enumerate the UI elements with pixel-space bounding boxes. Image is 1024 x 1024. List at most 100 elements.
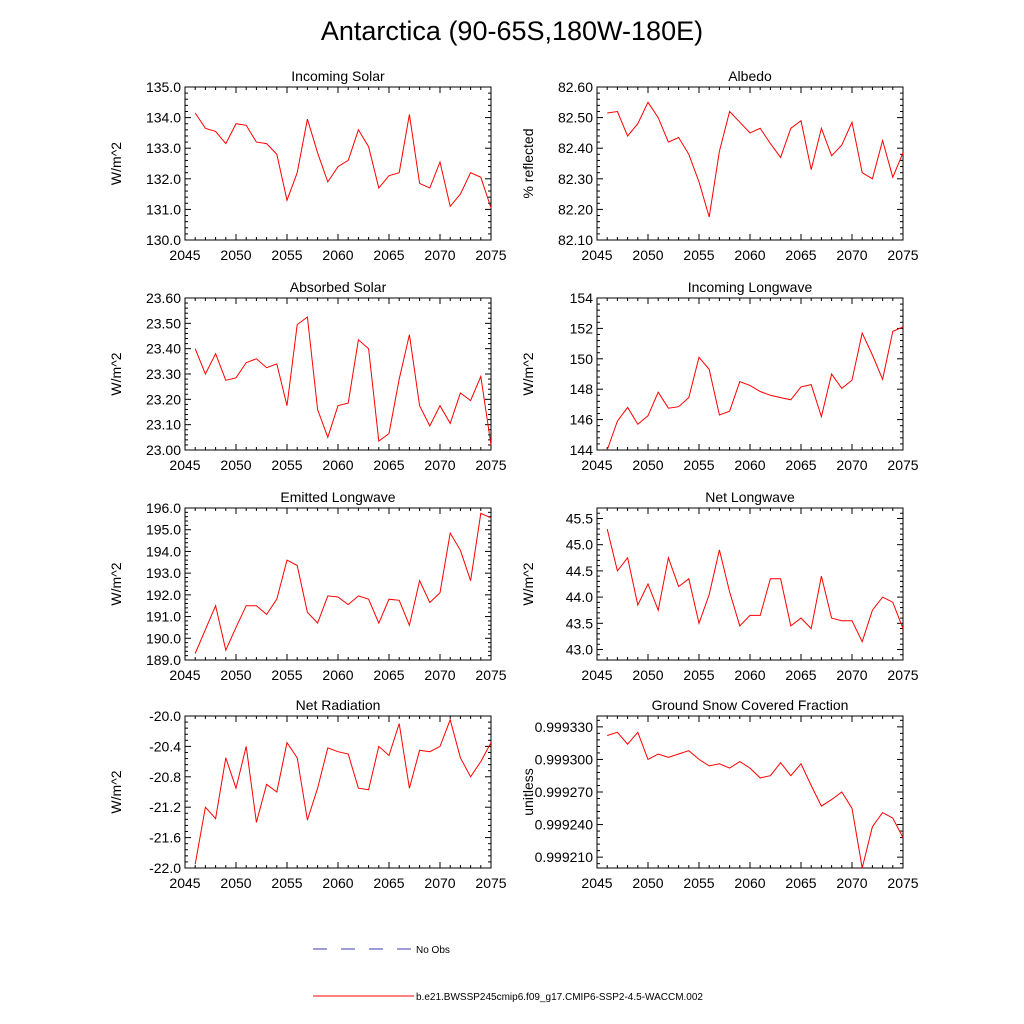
x-tick-label: 2075 — [887, 457, 918, 473]
y-tick-label: 152 — [570, 320, 594, 336]
x-tick-label: 2075 — [475, 247, 506, 263]
y-tick-label: -22.0 — [149, 860, 181, 876]
y-tick-label: 134.0 — [146, 110, 181, 126]
y-tick-label: 82.50 — [558, 110, 593, 126]
x-tick-label: 2070 — [836, 247, 867, 263]
y-tick-label: -20.8 — [149, 769, 181, 785]
y-tick-label: 0.999300 — [535, 751, 594, 767]
panel-title: Ground Snow Covered Fraction — [652, 697, 849, 713]
y-axis-label: W/m^2 — [108, 562, 124, 605]
panel-title: Incoming Longwave — [688, 279, 813, 295]
x-tick-label: 2060 — [322, 875, 353, 891]
x-tick-label: 2055 — [271, 875, 302, 891]
y-tick-label: 146 — [570, 412, 594, 428]
y-axis-label: W/m^2 — [520, 352, 536, 395]
legend: No Obs b.e21.BWSSP245cmip6.f09_g17.CMIP6… — [313, 945, 703, 1003]
x-tick-label: 2045 — [169, 875, 200, 891]
y-tick-label: 148 — [570, 381, 594, 397]
y-tick-label: 192.0 — [146, 587, 181, 603]
y-tick-label: 23.20 — [146, 391, 181, 407]
y-tick-label: 23.50 — [146, 315, 181, 331]
plot-frame — [184, 715, 492, 869]
y-tick-label: 23.40 — [146, 341, 181, 357]
x-tick-label: 2045 — [169, 247, 200, 263]
y-axis-label: W/m^2 — [108, 142, 124, 185]
y-tick-label: 190.0 — [146, 630, 181, 646]
x-tick-label: 2060 — [322, 667, 353, 683]
y-tick-label: 0.999210 — [535, 849, 594, 865]
x-tick-label: 2055 — [271, 247, 302, 263]
plot-frame — [596, 297, 904, 451]
panel-net-radiation: Net Radiation W/m^2 2045 2050 2055 2060 2065 20… — [108, 697, 507, 891]
y-tick-label: 45.0 — [566, 537, 593, 553]
y-tick-label: 135.0 — [146, 79, 181, 95]
y-tick-label: 44.5 — [566, 563, 593, 579]
y-axis-label: W/m^2 — [108, 352, 124, 395]
x-tick-label: 2075 — [475, 875, 506, 891]
x-tick-label: 2075 — [887, 667, 918, 683]
series-line-ground-snow-covered-fraction — [607, 731, 904, 869]
y-tick-label: 23.60 — [146, 290, 181, 306]
x-tick-label: 2050 — [632, 875, 663, 891]
y-tick-label: 0.999270 — [535, 784, 594, 800]
y-tick-label: 82.20 — [558, 201, 593, 217]
panel-emitted-longwave: Emitted Longwave W/m^2 2045 2050 2055 2060 206… — [108, 489, 507, 683]
y-tick-label: 193.0 — [146, 565, 181, 581]
x-tick-label: 2055 — [683, 457, 714, 473]
plot-frame — [184, 507, 492, 661]
legend-obs-label: No Obs — [416, 945, 450, 956]
x-tick-label: 2045 — [581, 457, 612, 473]
y-tick-label: 150 — [570, 351, 594, 367]
x-tick-label: 2070 — [836, 457, 867, 473]
x-tick-label: 2060 — [322, 247, 353, 263]
y-tick-label: 191.0 — [146, 609, 181, 625]
x-tick-label: 2055 — [683, 667, 714, 683]
x-tick-label: 2055 — [683, 875, 714, 891]
panel-title: Net Longwave — [705, 489, 795, 505]
x-tick-label: 2065 — [785, 247, 816, 263]
y-tick-label: -20.0 — [149, 708, 181, 724]
x-tick-label: 2065 — [373, 457, 404, 473]
y-tick-label: 133.0 — [146, 140, 181, 156]
y-tick-label: 23.00 — [146, 442, 181, 458]
x-tick-label: 2055 — [683, 247, 714, 263]
panel-absorbed-solar: Absorbed Solar W/m^2 2045 2050 2055 2060 2065 2… — [108, 279, 507, 473]
y-tick-label: 132.0 — [146, 171, 181, 187]
x-tick-label: 2065 — [373, 247, 404, 263]
x-tick-label: 2060 — [734, 247, 765, 263]
y-tick-label: -21.6 — [149, 830, 181, 846]
x-tick-label: 2070 — [424, 667, 455, 683]
y-tick-label: 130.0 — [146, 232, 181, 248]
y-tick-label: 44.0 — [566, 589, 593, 605]
panel-title: Albedo — [728, 68, 772, 84]
x-tick-label: 2045 — [581, 875, 612, 891]
y-axis-label: % reflected — [520, 128, 536, 198]
series-line-net-longwave — [606, 528, 904, 644]
x-tick-label: 2065 — [785, 457, 816, 473]
y-tick-label: 43.5 — [566, 615, 593, 631]
y-tick-label: 196.0 — [146, 500, 181, 516]
y-tick-label: -21.2 — [149, 799, 181, 815]
x-tick-label: 2050 — [220, 667, 251, 683]
y-tick-label: 82.60 — [558, 79, 593, 95]
y-tick-label: 154 — [570, 290, 594, 306]
x-tick-label: 2070 — [836, 667, 867, 683]
plot-frame — [184, 86, 492, 241]
x-tick-label: 2050 — [632, 247, 663, 263]
plot-frame — [596, 86, 904, 241]
x-tick-label: 2070 — [836, 875, 867, 891]
y-tick-label: 82.40 — [558, 140, 593, 156]
series-line-emitted-longwave — [194, 512, 492, 654]
x-tick-label: 2060 — [734, 667, 765, 683]
x-tick-label: 2060 — [734, 875, 765, 891]
panel-incoming-solar: Incoming Solar W/m^2 2045 2050 2055 2060 2065 2… — [108, 68, 507, 263]
y-tick-label: 131.0 — [146, 201, 181, 217]
panel-incoming-longwave: Incoming Longwave W/m^2 2045 2050 2055 2060 20… — [520, 279, 919, 473]
panel-title: Absorbed Solar — [290, 279, 387, 295]
x-tick-label: 2045 — [169, 457, 200, 473]
series-line-albedo — [607, 101, 904, 218]
panel-net-longwave: Net Longwave W/m^2 2045 2050 2055 2060 2065 207… — [520, 489, 919, 683]
y-tick-label: -20.4 — [149, 738, 181, 754]
series-line-net-radiation — [194, 718, 492, 865]
x-tick-label: 2070 — [424, 247, 455, 263]
